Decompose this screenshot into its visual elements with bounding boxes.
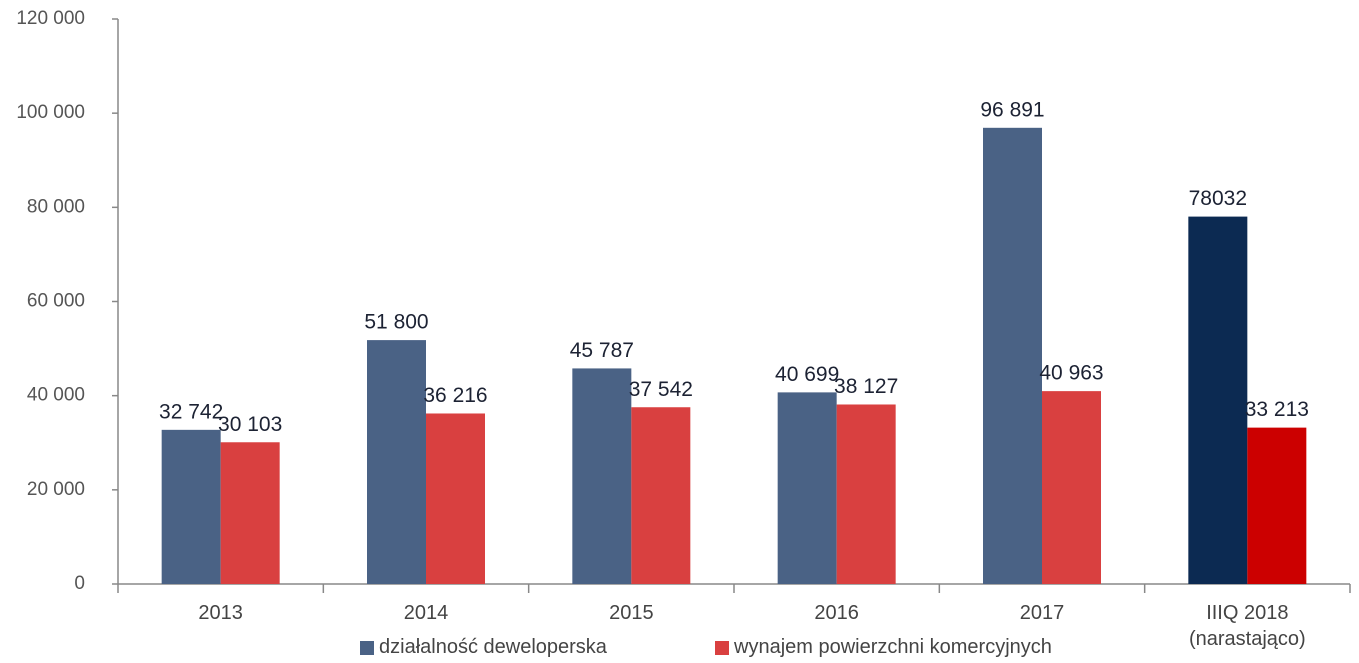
legend-swatch [715,640,729,655]
bar [367,340,426,584]
value-label: 36 216 [423,384,487,407]
legend-item: działalność deweloperska [360,636,607,659]
bar [983,127,1042,585]
y-tick-label: 120 000 [16,8,85,29]
x-tick-label: IIIQ 2018 (narastająco) [1188,602,1306,650]
x-tick-label: 2016 [814,602,859,624]
value-label: 38 127 [834,375,898,398]
value-label: 51 800 [364,311,428,334]
value-label: 37 542 [629,378,693,401]
bar [572,368,632,584]
legend-item: wynajem powierzchni komercyjnych [715,636,1052,659]
value-label: 40 699 [775,363,839,386]
bar [161,429,221,584]
bar [426,413,485,584]
legend-swatch [360,640,374,655]
value-label: 78032 [1189,187,1247,210]
y-tick-label: 60 000 [27,291,85,312]
bar [1247,427,1307,584]
y-tick-label: 40 000 [27,385,85,406]
value-label: 30 103 [218,413,282,436]
legend-label: działalność deweloperska [379,636,607,658]
x-tick-label: 2013 [198,602,243,624]
bar [836,404,896,584]
y-tick-label: 80 000 [27,196,85,217]
bar [631,407,691,584]
value-label: 40 963 [1039,362,1103,385]
y-tick-label: 100 000 [16,102,85,123]
y-tick-label: 0 [74,573,85,594]
x-tick-label: 2015 [609,602,654,624]
bar [777,392,837,584]
bar [1188,216,1248,584]
value-label: 96 891 [980,98,1044,121]
legend-label: wynajem powierzchni komercyjnych [734,636,1052,658]
value-label: 32 742 [159,400,223,423]
value-label: 33 213 [1245,398,1309,421]
y-tick-label: 20 000 [27,479,85,500]
bar [220,442,280,584]
x-tick-label: 2014 [403,602,449,624]
bar [1042,391,1101,584]
x-tick-label: 2017 [1019,602,1065,624]
value-label: 45 787 [570,339,634,362]
